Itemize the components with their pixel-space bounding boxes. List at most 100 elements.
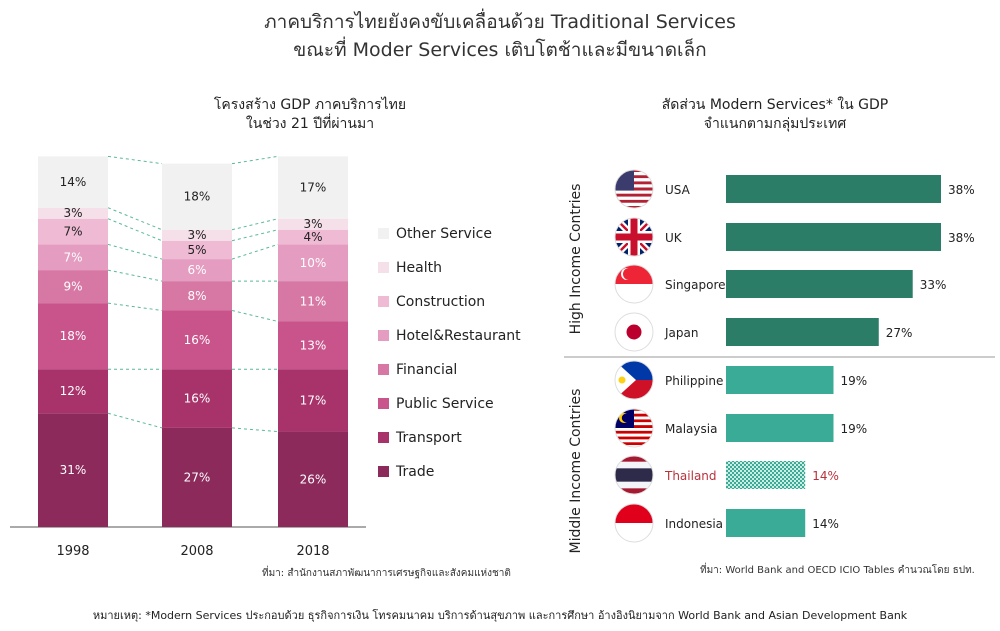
flag-thailand-icon [614,455,654,495]
connector-line [107,412,163,429]
flag-uk-icon [614,217,654,257]
bar-segment-trade-2008 [162,427,232,527]
legend-label-health: Health [396,260,442,276]
category-label-philippine: Philippine [665,374,723,388]
right-chart-title: สัดส่วน Modern Services* ใน GDP จำแนกตาม… [630,96,920,134]
left-chart-title-line1: โครงสร้าง GDP ภาคบริการไทย [213,97,407,113]
flag-singapore-icon [614,264,654,304]
bar-segment-other-service-2008 [162,163,232,230]
value-label-thailand: 14% [812,469,839,483]
main-title-line1: ภาคบริการไทยยังคงขับเคลื่อนด้วย Traditio… [264,11,736,33]
data-label: 26% [300,472,327,486]
data-label: 7% [63,250,82,264]
legend-label-financial: Financial [396,362,457,378]
data-label: 12% [60,384,87,398]
bar-segment-health-1998 [38,207,108,219]
connector-line [231,309,279,322]
bar-segment-trade-1998 [38,413,108,527]
connector-line [231,155,279,165]
connector-line [107,269,163,282]
category-label-thailand: Thailand [664,469,717,483]
bar-malaysia [726,414,834,442]
data-label: 11% [300,294,327,308]
bar-segment-public-service-2018 [278,321,348,370]
bar-philippine [726,366,834,394]
main-title: ภาคบริการไทยยังคงขับเคลื่อนด้วย Traditio… [0,8,1000,64]
flag-usa-icon [614,169,654,209]
legend-label-transport: Transport [395,430,462,446]
legend-label-public-service: Public Service [396,396,494,412]
bar-segment-transport-2008 [162,369,232,428]
connector-line [231,229,279,242]
data-label: 14% [60,175,87,189]
legend-label-construction: Construction [396,294,485,310]
connector-line [107,243,163,260]
data-label: 6% [187,263,206,277]
flag-philippine-icon [614,360,654,400]
data-label: 10% [300,256,327,270]
category-label-japan: Japan [664,326,698,340]
legend-swatch-trade [378,466,389,477]
main-title-line2: ขณะที่ Moder Services เติบโตช้าและมีขนาด… [293,39,707,61]
stacked-bar-chart: 31%12%18%9%7%7%3%14%199827%16%16%8%6%5%3… [10,155,521,559]
legend-label-other-service: Other Service [396,226,492,242]
bar-segment-trade-2018 [278,431,348,527]
flag-japan-icon [614,312,654,352]
bar-segment-health-2018 [278,218,348,230]
category-label-uk: UK [665,231,683,245]
group-label-middle-income-contries: Middle Income Contries [568,389,584,554]
bar-segment-transport-2018 [278,369,348,432]
left-chart-source: ที่มา: สำนักงานสภาพัฒนาการเศรษฐกิจและสัง… [262,568,511,579]
data-label: 3% [63,206,82,220]
value-label-malaysia: 19% [841,422,868,436]
data-label: 3% [303,217,322,231]
category-label-indonesia: Indonesia [665,517,723,531]
data-label: 13% [300,338,327,352]
connector-line [107,155,163,165]
bar-segment-public-service-1998 [38,303,108,370]
connector-line [107,218,163,242]
bar-indonesia [726,509,806,537]
connector-line [107,207,163,231]
right-chart-title-line2: จำแนกตามกลุ่มประเทศ [703,116,847,132]
connector-line [107,302,163,311]
data-label: 31% [60,463,87,477]
connector-line [231,427,279,433]
bar-segment-transport-1998 [38,369,108,414]
data-label: 17% [300,393,327,407]
connector-line [231,243,279,260]
data-label: 8% [187,289,206,303]
data-label: 17% [300,181,327,195]
bar-segment-construction-2008 [162,240,232,260]
legend-swatch-transport [378,432,389,443]
data-label: 16% [184,333,211,347]
legend-swatch-health [378,262,389,273]
flag-indonesia-icon [614,503,654,543]
bar-segment-construction-2018 [278,229,348,245]
flag-malaysia-icon [614,408,654,448]
data-label: 4% [303,230,322,244]
x-tick-label: 2008 [180,544,213,559]
category-label-usa: USA [665,183,691,197]
connector-line [231,218,279,231]
bar-segment-construction-1998 [38,218,108,245]
data-label: 18% [60,329,87,343]
bar-segment-hotel-restaurant-1998 [38,244,108,271]
bar-segment-financial-2008 [162,281,232,311]
legend-label-trade: Trade [395,464,434,480]
bar-japan [726,318,879,346]
right-chart-source: ที่มา: World Bank and OECD ICIO Tables ค… [700,565,975,576]
bar-segment-hotel-restaurant-2008 [162,259,232,282]
legend-swatch-construction [378,296,389,307]
bar-segment-other-service-2018 [278,156,348,219]
legend-label-hotel-restaurant: Hotel&Restaurant [396,328,521,344]
horizontal-bar-chart: High Income Contries Middle Income Contri… [564,169,995,554]
group-label-high-income-contries: High Income Contries [568,184,584,335]
data-label: 3% [187,228,206,242]
value-label-singapore: 33% [920,278,947,292]
value-label-japan: 27% [886,326,913,340]
left-chart-title-line2: ในช่วง 21 ปีที่ผ่านมา [245,116,375,132]
value-label-philippine: 19% [841,374,868,388]
category-label-malaysia: Malaysia [665,422,717,436]
data-label: 27% [184,470,211,484]
